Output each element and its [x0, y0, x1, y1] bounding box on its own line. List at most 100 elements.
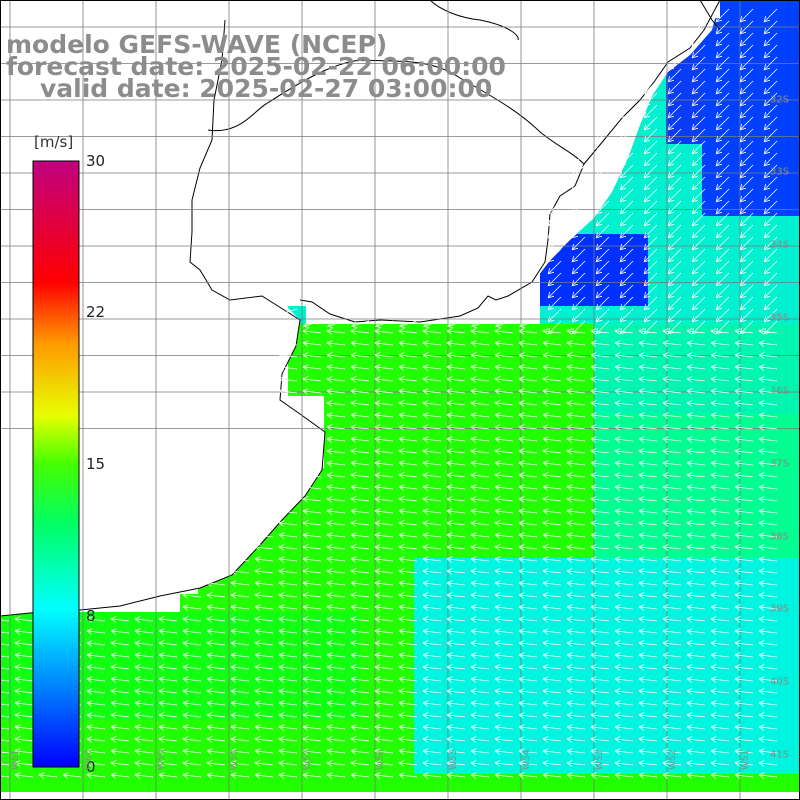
- wind-speed-cell: [378, 702, 396, 720]
- wind-arrow: [470, 376, 490, 383]
- wind-arrow: [398, 640, 418, 647]
- wind-speed-cell: [504, 558, 522, 576]
- wind-speed-cell: [450, 540, 468, 558]
- wind-arrow: [667, 68, 682, 83]
- wind-arrow: [518, 388, 538, 395]
- wind-arrow: [638, 448, 658, 455]
- wind-arrow: [206, 724, 226, 731]
- latitude-label: 32S: [770, 94, 790, 106]
- wind-arrow: [686, 376, 706, 383]
- wind-arrow: [374, 448, 394, 455]
- wind-arrow: [643, 104, 658, 119]
- wind-arrow: [326, 628, 346, 635]
- wind-speed-cell: [774, 594, 792, 612]
- wind-arrow: [278, 700, 298, 707]
- wind-arrow: [571, 212, 586, 227]
- wind-speed-cell: [666, 504, 684, 522]
- wind-speed-cell: [774, 540, 792, 558]
- wind-arrow: [614, 628, 634, 635]
- wind-arrow: [686, 616, 706, 623]
- wind-speed-cell: [468, 432, 486, 450]
- wind-arrow: [590, 508, 610, 515]
- wind-arrow: [686, 400, 706, 407]
- wind-arrow: [662, 532, 682, 539]
- wind-arrow: [302, 352, 322, 359]
- wind-arrow: [686, 448, 706, 455]
- wind-arrow: [374, 544, 394, 551]
- wind-arrow: [638, 736, 658, 743]
- wind-arrow: [734, 532, 754, 539]
- wind-arrow: [14, 748, 34, 755]
- wind-arrow: [643, 236, 658, 251]
- wind-arrow: [643, 140, 658, 155]
- wind-arrow: [614, 556, 634, 563]
- wind-speed-cell: [468, 324, 486, 342]
- wind-arrow: [638, 604, 658, 611]
- wind-arrow: [278, 340, 298, 347]
- wind-arrow: [494, 580, 514, 587]
- wind-arrow: [422, 364, 442, 371]
- wind-arrow: [374, 628, 394, 635]
- wind-speed-cell: [612, 270, 630, 288]
- wind-speed-cell: [648, 522, 666, 540]
- wind-arrow: [446, 568, 466, 575]
- wind-speed-cell: [558, 270, 576, 288]
- wind-speed-cell: [540, 612, 558, 630]
- wind-arrow: [758, 400, 778, 407]
- wind-arrow: [715, 212, 730, 227]
- wind-arrow: [667, 80, 682, 95]
- wind-arrow: [715, 296, 730, 311]
- wind-speed-cell: [396, 360, 414, 378]
- wind-arrow: [446, 604, 466, 611]
- wind-arrow: [734, 592, 754, 599]
- wind-arrow: [279, 308, 298, 317]
- wind-speed-cell: [666, 108, 684, 126]
- wind-arrow: [734, 712, 754, 719]
- wind-arrow: [638, 592, 658, 599]
- wind-speed-cell: [468, 396, 486, 414]
- wind-arrow: [590, 556, 610, 563]
- wind-arrow: [638, 340, 658, 347]
- wind-speed-cell: [288, 630, 306, 648]
- wind-speed-cell: [522, 414, 540, 432]
- wind-speed-cell: [576, 486, 594, 504]
- wind-speed-cell: [504, 522, 522, 540]
- wind-arrow: [710, 700, 730, 707]
- wind-arrow: [638, 640, 658, 647]
- wind-speed-cell: [630, 252, 648, 270]
- wind-arrow: [710, 424, 730, 431]
- wind-speed-cell: [774, 396, 792, 414]
- wind-arrow: [278, 748, 298, 755]
- wind-arrow: [542, 676, 562, 683]
- wind-arrow: [279, 320, 298, 329]
- wind-speed-cell: [306, 540, 324, 558]
- wind-arrow: [542, 628, 562, 635]
- wind-arrow: [734, 748, 754, 755]
- wind-arrow: [278, 724, 298, 731]
- wind-speed-cell: [378, 540, 396, 558]
- wind-speed-cell: [522, 756, 540, 774]
- wind-arrow: [350, 544, 370, 551]
- wind-arrow: [614, 712, 634, 719]
- wind-arrow: [638, 688, 658, 695]
- wind-arrow: [446, 700, 466, 707]
- wind-speed-cell: [684, 612, 702, 630]
- wind-arrow: [158, 628, 178, 635]
- wind-speed-cell: [90, 666, 108, 684]
- wind-arrow: [691, 188, 706, 203]
- wind-arrow: [134, 628, 154, 635]
- wind-speed-cell: [666, 558, 684, 576]
- wind-speed-cell: [594, 324, 612, 342]
- wind-speed-cell: [648, 414, 666, 432]
- wind-arrow: [691, 152, 706, 167]
- wind-arrow: [86, 664, 106, 671]
- wind-arrow: [643, 224, 658, 239]
- wind-arrow: [566, 364, 586, 371]
- wind-arrow: [302, 340, 322, 347]
- wind-arrow: [303, 320, 322, 329]
- wind-arrow: [470, 616, 490, 623]
- wind-arrow: [350, 616, 370, 623]
- wind-arrow: [542, 340, 562, 347]
- wind-arrow: [638, 712, 658, 719]
- wind-arrow: [691, 92, 706, 107]
